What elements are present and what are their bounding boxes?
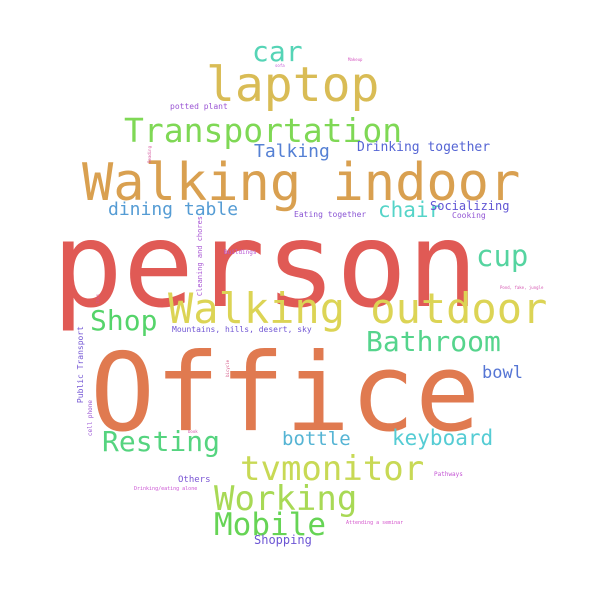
word-talking: Talking xyxy=(254,141,330,162)
word-walking-indoor: Walking indoor xyxy=(82,153,521,213)
word-cleaning-chores: Cleaning and chores xyxy=(196,216,204,297)
word-eating-together: Eating together xyxy=(294,210,367,219)
word-public-transport: Public Transport xyxy=(76,326,85,404)
word-person: person xyxy=(52,196,479,334)
word-bottle: bottle xyxy=(282,428,351,450)
word-sofa: sofa xyxy=(275,63,285,68)
word-pathways: Pathways xyxy=(434,471,463,478)
word-tvmonitor: tvmonitor xyxy=(240,449,425,489)
word-book: book xyxy=(188,429,198,434)
word-drinking-together: Drinking together xyxy=(357,140,491,155)
word-laptop: laptop xyxy=(206,57,380,113)
word-chair: chair xyxy=(378,198,442,222)
word-bicycle: bicycle xyxy=(225,360,230,377)
word-mountains: Mountains, hills, desert, sky xyxy=(172,325,312,334)
word-keyboard: keyboard xyxy=(392,426,494,450)
word-potted-plant: potted plant xyxy=(170,102,228,111)
word-drinking-eating-alone: Drinking/eating alone xyxy=(134,486,198,492)
word-dining-table: dining table xyxy=(108,199,239,220)
word-car: car xyxy=(252,35,303,68)
word-working: Working xyxy=(214,479,358,519)
word-office: Office xyxy=(90,331,481,456)
word-walking-outdoor: Walking outdoor xyxy=(168,284,548,333)
word-toys: toys xyxy=(95,294,100,304)
word-shop: Shop xyxy=(90,304,158,337)
word-resting: Resting xyxy=(102,425,221,458)
word-shopping: Shopping xyxy=(254,533,312,547)
word-cell-phone: cell phone xyxy=(87,400,94,437)
word-makeup: Makeup xyxy=(348,57,363,62)
word-mobile: Mobile xyxy=(214,507,326,543)
word-socializing: Socializing xyxy=(430,199,510,213)
word-reading: Reading xyxy=(147,146,152,163)
word-cup: cup xyxy=(476,239,529,273)
word-others: Others xyxy=(178,475,211,485)
word-bathroom: Bathroom xyxy=(366,325,501,358)
word-transportation: Transportation xyxy=(124,111,403,150)
word-cooking: Cooking xyxy=(452,211,486,220)
word-bowl: bowl xyxy=(482,363,523,383)
word-buildings: Buildings xyxy=(224,249,257,256)
word-pond-fake-jungle: Pond, fake, jungle xyxy=(500,285,544,290)
word-attending-seminar: Attending a seminar xyxy=(346,520,404,526)
